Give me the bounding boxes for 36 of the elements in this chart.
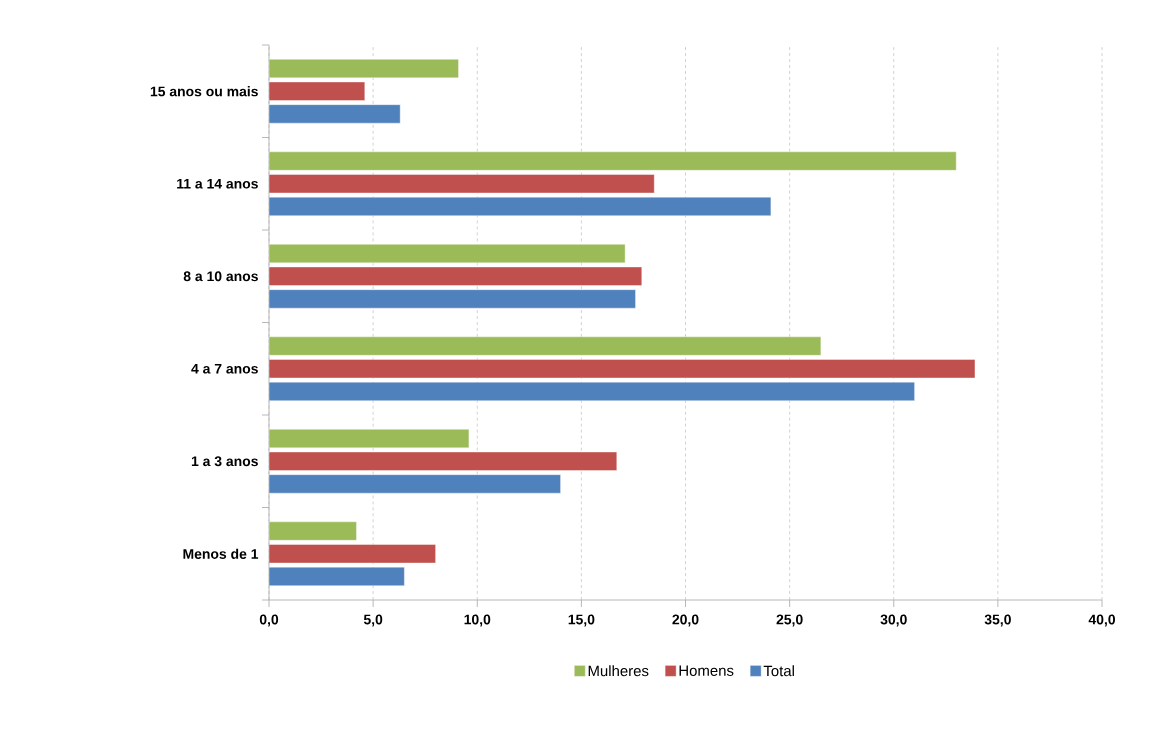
- bar: [268, 336, 822, 356]
- x-tick-label: 25,0: [776, 614, 803, 627]
- bar: [268, 429, 470, 449]
- bar: [268, 151, 957, 171]
- bar: [268, 381, 915, 401]
- bar: [268, 59, 459, 79]
- legend-label: Total: [763, 665, 794, 677]
- x-tick-label: 0,0: [259, 614, 279, 627]
- y-tick-label: Menos de 1: [183, 548, 259, 559]
- y-tick-label: 8 a 10 anos: [183, 271, 258, 282]
- bar: [268, 289, 636, 309]
- bar: [268, 451, 617, 471]
- y-tick-label: 15 anos ou mais: [150, 86, 258, 97]
- x-tick-label: 10,0: [464, 614, 491, 627]
- bar: [268, 566, 405, 586]
- y-tick-label: 11 a 14 anos: [177, 178, 258, 189]
- bar: [268, 244, 626, 264]
- bar: [268, 196, 772, 216]
- x-tick-label: 15,0: [568, 614, 595, 627]
- y-tick-label: 4 a 7 anos: [191, 363, 258, 374]
- bar: [268, 81, 365, 101]
- legend-label: Mulheres: [588, 665, 649, 677]
- x-tick-label: 20,0: [672, 614, 699, 627]
- bar: [268, 174, 655, 194]
- x-tick-label: 5,0: [363, 614, 383, 627]
- x-tick-label: 40,0: [1088, 614, 1116, 627]
- bar: [268, 104, 401, 124]
- x-tick-label: 35,0: [984, 614, 1011, 627]
- bar: [268, 359, 976, 379]
- x-tick-label: 30,0: [880, 614, 907, 627]
- bar: [268, 266, 642, 286]
- bar: [268, 544, 436, 564]
- bar: [268, 474, 561, 494]
- bar: [268, 521, 357, 541]
- legend-label: Homens: [679, 665, 734, 676]
- y-tick-label: 1 a 3 anos: [191, 456, 258, 467]
